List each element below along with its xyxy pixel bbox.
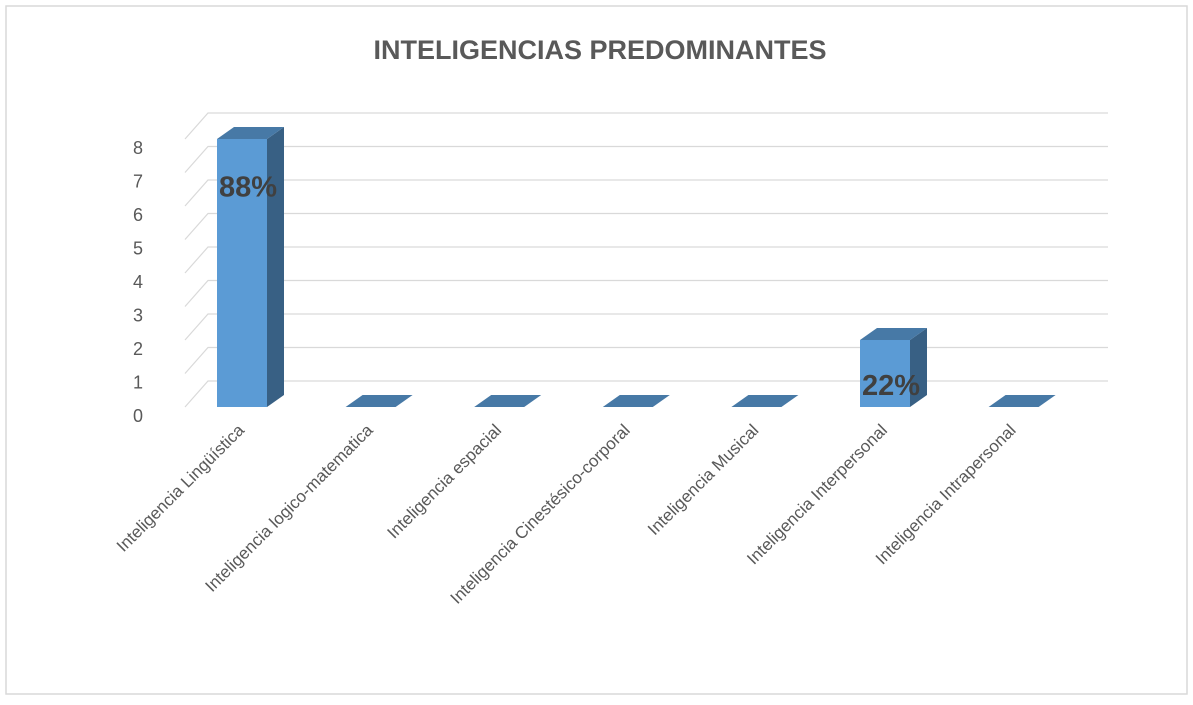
- bar-side: [267, 127, 284, 407]
- y-tick-label: 7: [133, 171, 143, 191]
- grid-line: [184, 380, 1108, 408]
- grid-line: [184, 179, 1108, 207]
- bar-top: [731, 395, 799, 407]
- y-tick-label: 4: [133, 272, 143, 292]
- bar-top: [602, 395, 670, 407]
- y-tick-label: 5: [133, 238, 143, 258]
- bar: [731, 395, 799, 407]
- bar-top: [988, 395, 1056, 407]
- grid-line: [184, 212, 1108, 240]
- bar-top: [474, 395, 542, 407]
- bar: [988, 395, 1056, 407]
- bar-annotation: 22%: [862, 370, 920, 402]
- bar-top: [345, 395, 413, 407]
- chart-border: [5, 5, 1188, 695]
- grid-line: [184, 313, 1108, 341]
- bar-side: [910, 328, 927, 407]
- grid-line: [184, 246, 1108, 274]
- chart-title: INTELIGENCIAS PREDOMINANTES: [373, 35, 826, 65]
- bar: [345, 395, 413, 407]
- y-tick-label: 0: [133, 406, 143, 426]
- bar-front: [860, 340, 910, 407]
- bar: [860, 328, 927, 407]
- bar-top: [217, 127, 284, 139]
- grid-line: [184, 145, 1108, 173]
- grid-line: [184, 279, 1108, 307]
- bar: [474, 395, 542, 407]
- bar: [602, 395, 670, 407]
- y-tick-label: 2: [133, 339, 143, 359]
- y-tick-label: 6: [133, 205, 143, 225]
- bar-top: [860, 328, 927, 340]
- grid-line: [184, 112, 1108, 140]
- grid-line: [184, 346, 1108, 374]
- y-tick-label: 1: [133, 372, 143, 392]
- bar-annotation: 88%: [219, 172, 277, 204]
- bar-front: [217, 139, 267, 407]
- y-tick-label: 8: [133, 138, 143, 158]
- y-tick-label: 3: [133, 305, 143, 325]
- bar: [217, 127, 284, 407]
